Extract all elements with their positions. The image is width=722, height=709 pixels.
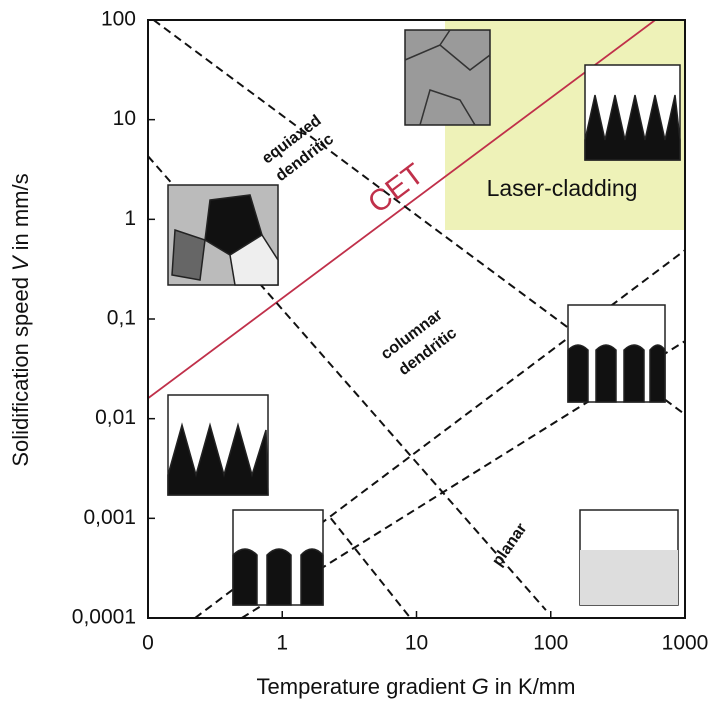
x-tick-label: 0 <box>142 632 154 655</box>
y-tick-label: 0,0001 <box>72 606 136 629</box>
series-line <box>330 517 412 618</box>
y-axis-label: Solidification speed Vin mm/s <box>8 173 33 466</box>
x-tick-label: 10 <box>405 632 428 655</box>
micrograph <box>167 29 681 606</box>
annotation: Laser-cladding <box>487 175 638 201</box>
y-tick-label: 100 <box>101 8 136 31</box>
y-tick-label: 0,01 <box>95 406 136 429</box>
x-tick-label: 1 <box>276 632 288 655</box>
series-line <box>148 155 547 611</box>
y-label-part: Solidification speed <box>8 277 33 467</box>
y-label-part: in mm/s <box>8 173 33 250</box>
annotation: planar <box>489 520 530 569</box>
x-tick-label: 1000 <box>662 632 709 655</box>
x-label-part: G <box>472 674 489 699</box>
x-label-part: in K/mm <box>495 674 576 699</box>
cet-label: CET <box>362 158 430 220</box>
y-tick-label: 1 <box>124 207 136 230</box>
y-tick-label: 0,1 <box>107 307 136 330</box>
y-label-part: V <box>8 254 33 271</box>
y-tick-label: 10 <box>113 107 136 130</box>
x-tick-label: 100 <box>533 632 568 655</box>
y-tick-label: 0,001 <box>83 506 136 529</box>
series-line <box>148 20 656 400</box>
x-label-part: Temperature gradient <box>257 674 466 699</box>
